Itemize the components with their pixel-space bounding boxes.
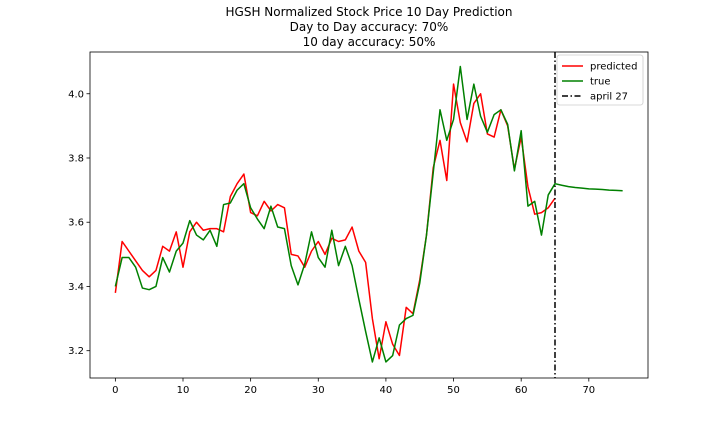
y-axis: 3.2 3.4 3.6 3.8 4.0 [68,89,90,357]
x-tick-label: 40 [380,385,393,396]
x-tick-label: 10 [177,385,190,396]
plot-area [89,51,649,379]
series-group [114,65,623,363]
x-tick-label: 50 [447,385,460,396]
series-line-true [114,65,623,363]
chart-title: HGSH Normalized Stock Price 10 Day Predi… [226,5,513,49]
x-tick-label: 20 [244,385,257,396]
title-line-2: 10 day accuracy: 50% [303,35,436,49]
legend-label-true: true [590,77,611,88]
title-line-0: HGSH Normalized Stock Price 10 Day Predi… [226,5,513,19]
x-axis: 0 10 20 30 40 50 60 70 [112,378,595,396]
series-line-predicted [114,83,556,360]
title-line-1: Day to Day accuracy: 70% [290,20,449,34]
y-tick-label: 4.0 [68,89,84,100]
x-tick-label: 60 [515,385,528,396]
legend-box [556,54,644,106]
x-tick-label: 70 [582,385,595,396]
y-tick-label: 3.2 [68,346,84,357]
y-tick-label: 3.8 [68,153,84,164]
y-tick-label: 3.6 [68,218,84,229]
legend: predicted true april 27 [556,54,644,106]
legend-label-april-27: april 27 [590,92,628,103]
x-tick-label: 0 [112,385,118,396]
legend-label-predicted: predicted [590,62,637,73]
x-tick-label: 30 [312,385,325,396]
y-tick-label: 3.4 [68,282,84,293]
